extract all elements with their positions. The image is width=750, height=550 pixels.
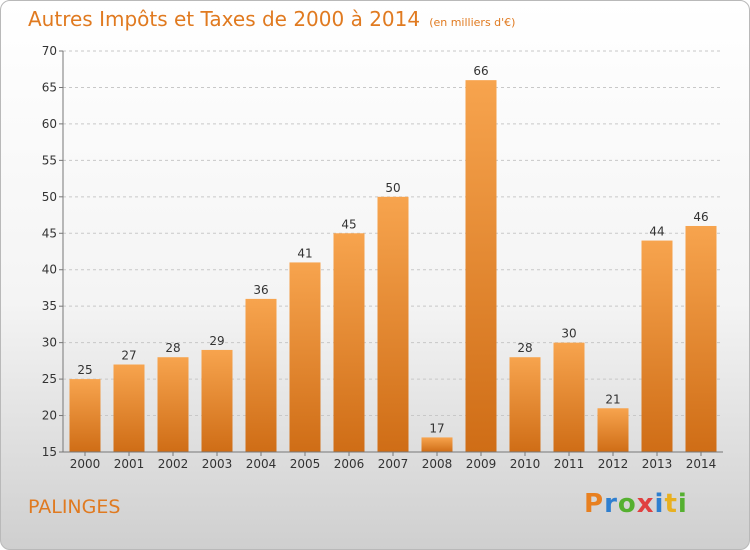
bar	[113, 364, 145, 452]
y-tick-label: 25	[42, 372, 57, 386]
x-tick-label: 2002	[158, 457, 189, 471]
y-tick-label: 20	[42, 409, 57, 423]
proxiti-logo: Proxiti	[584, 489, 688, 519]
bar	[509, 357, 541, 452]
x-tick-label: 2005	[290, 457, 321, 471]
data-label: 45	[341, 217, 356, 231]
x-tick-label: 2006	[334, 457, 365, 471]
y-tick-label: 40	[42, 263, 57, 277]
data-label: 28	[517, 341, 532, 355]
x-tick-label: 2004	[246, 457, 277, 471]
data-label: 21	[605, 392, 620, 406]
y-tick-label: 30	[42, 336, 57, 350]
x-tick-label: 2001	[114, 457, 145, 471]
bar	[685, 225, 717, 452]
x-tick-label: 2008	[422, 457, 453, 471]
x-tick-label: 2012	[598, 457, 629, 471]
data-label: 41	[297, 246, 312, 260]
bar	[641, 240, 673, 452]
bar	[201, 349, 233, 452]
data-label: 25	[77, 363, 92, 377]
y-tick-label: 55	[42, 153, 57, 167]
data-label: 66	[473, 64, 488, 78]
y-tick-label: 45	[42, 226, 57, 240]
y-tick-label: 70	[42, 44, 57, 58]
y-tick-label: 15	[42, 445, 57, 459]
x-tick-label: 2009	[466, 457, 497, 471]
bar	[377, 196, 409, 452]
bar	[421, 437, 453, 452]
place-name: PALINGES	[28, 496, 121, 518]
x-tick-label: 2010	[510, 457, 541, 471]
chart-title-block: Autres Impôts et Taxes de 2000 à 2014 (e…	[28, 7, 515, 31]
x-tick-label: 2014	[686, 457, 717, 471]
bar	[333, 233, 365, 452]
bar	[245, 298, 277, 452]
data-label: 36	[253, 283, 268, 297]
data-label: 46	[693, 210, 708, 224]
data-label: 17	[429, 421, 444, 435]
y-tick-label: 60	[42, 117, 57, 131]
bar	[157, 357, 189, 452]
y-tick-label: 65	[42, 80, 57, 94]
data-label: 27	[121, 349, 136, 363]
data-label: 50	[385, 181, 400, 195]
y-tick-label: 35	[42, 299, 57, 313]
data-label: 29	[209, 334, 224, 348]
bar	[69, 379, 101, 452]
x-tick-label: 2000	[70, 457, 101, 471]
bar	[597, 408, 629, 452]
y-tick-label: 50	[42, 190, 57, 204]
data-label: 28	[165, 341, 180, 355]
chart-unit-note: (en milliers d'€)	[429, 16, 516, 29]
bar	[289, 262, 321, 452]
x-tick-label: 2003	[202, 457, 233, 471]
chart-title: Autres Impôts et Taxes de 2000 à 2014	[28, 7, 421, 31]
data-label: 44	[649, 225, 664, 239]
bar	[553, 342, 585, 452]
x-tick-label: 2011	[554, 457, 585, 471]
x-tick-label: 2007	[378, 457, 409, 471]
data-label: 30	[561, 327, 576, 341]
x-tick-label: 2013	[642, 457, 673, 471]
bar	[465, 80, 497, 452]
